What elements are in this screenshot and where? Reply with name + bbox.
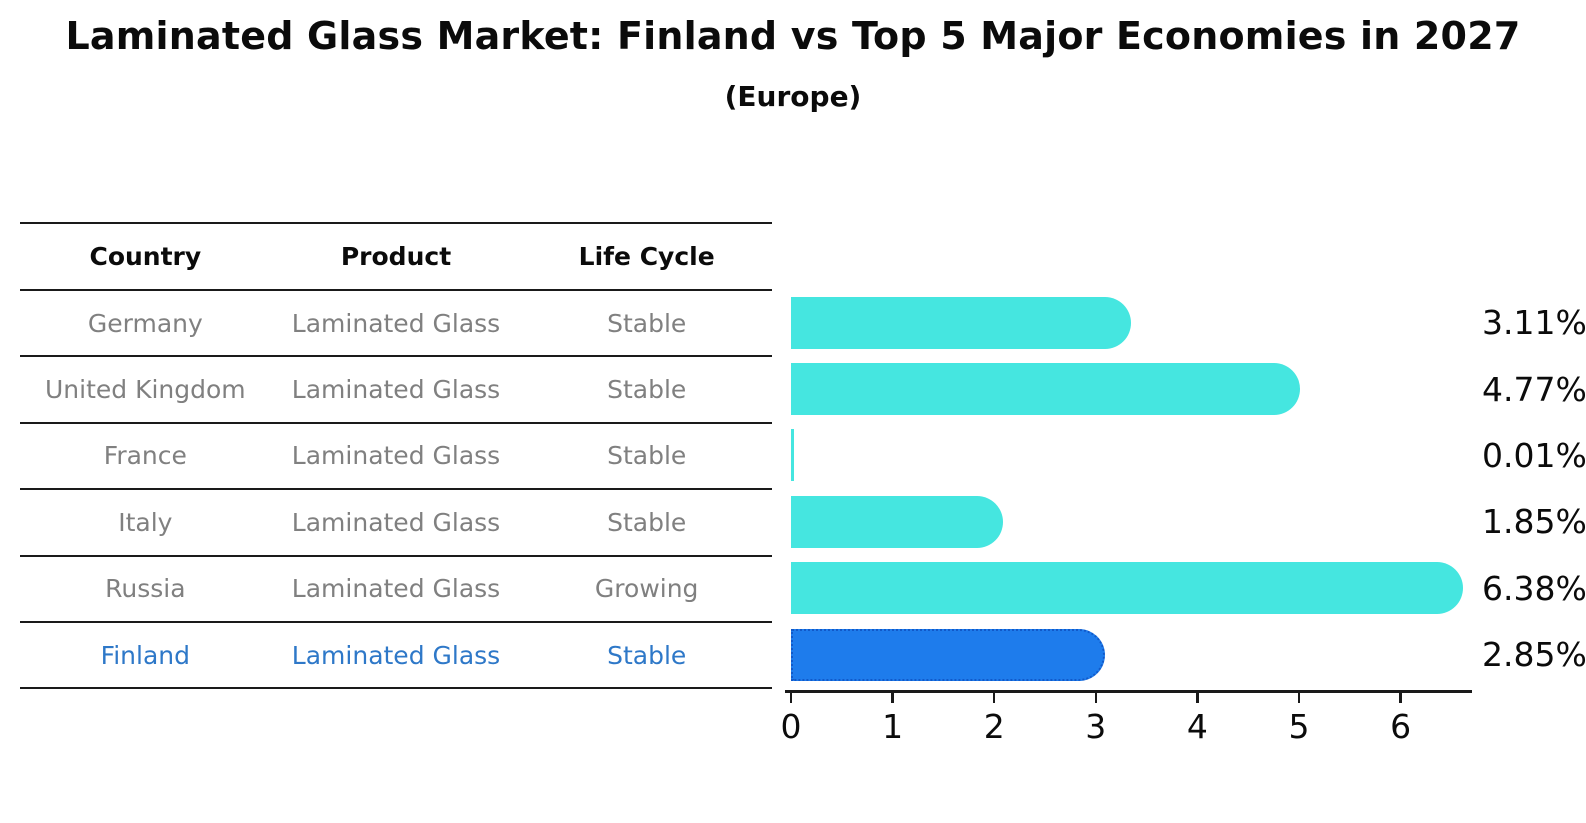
table-row: Germany Laminated Glass Stable [20, 291, 772, 358]
chart-title: Laminated Glass Market: Finland vs Top 5… [65, 14, 1521, 58]
table-header-row: Country Product Life Cycle [20, 224, 772, 291]
table-row: Russia Laminated Glass Growing [20, 557, 772, 623]
country-cell: France [103, 441, 187, 471]
x-tick-label: 3 [1085, 707, 1107, 746]
column-header: Product [340, 242, 452, 271]
bar-france [791, 429, 794, 482]
x-tick-mark [891, 690, 894, 703]
x-tick-label: 5 [1288, 707, 1310, 746]
product-cell: Laminated Glass [291, 574, 501, 604]
column-header: Country [89, 242, 202, 271]
product-cell: Laminated Glass [291, 507, 501, 537]
lifecycle-cell: Stable [607, 640, 687, 670]
bar-value-label: 6.38% [1482, 568, 1586, 608]
lifecycle-cell: Stable [607, 375, 687, 405]
bar-value-label: 2.85% [1482, 635, 1586, 675]
x-tick-label: 0 [780, 707, 802, 746]
lifecycle-cell: Stable [607, 308, 687, 338]
x-tick-mark [1094, 690, 1098, 703]
product-cell: Laminated Glass [291, 308, 501, 338]
country-cell: Finland [100, 640, 190, 670]
lifecycle-cell: Stable [607, 507, 687, 537]
x-tick-mark [992, 690, 996, 703]
column-header: Life Cycle [578, 242, 715, 271]
x-tick-label: 4 [1186, 707, 1208, 746]
x-tick-label: 1 [882, 707, 904, 746]
bar-united-kingdom [791, 362, 1300, 415]
chart-subtitle: (Europe) [724, 80, 862, 113]
bar-value-label: 4.77% [1482, 369, 1586, 409]
x-tick-mark [789, 690, 793, 703]
country-table: Country Product Life Cycle Germany Laminated… [20, 222, 772, 690]
product-cell: Laminated Glass [291, 441, 501, 471]
country-cell: Italy [118, 507, 173, 537]
bar-value-label: 1.85% [1482, 502, 1586, 542]
country-cell: Germany [87, 308, 203, 338]
bar-finland [791, 628, 1105, 681]
lifecycle-cell: Stable [607, 441, 687, 471]
x-tick-mark [1297, 690, 1301, 703]
bar-value-label: 0.01% [1482, 435, 1586, 475]
x-tick-label: 2 [983, 707, 1005, 746]
x-tick-mark [1399, 690, 1402, 703]
bar-russia [791, 562, 1464, 615]
x-tick-label: 6 [1390, 707, 1412, 746]
product-cell: Laminated Glass [291, 640, 501, 670]
bar-germany [791, 296, 1131, 349]
country-cell: Russia [105, 574, 186, 604]
lifecycle-cell: Growing [594, 574, 699, 604]
product-cell: Laminated Glass [291, 375, 501, 405]
x-tick-mark [1196, 690, 1199, 703]
table-row: Finland Laminated Glass Stable [20, 623, 772, 690]
x-axis-line [785, 690, 1472, 693]
bar-italy [791, 495, 1003, 548]
table-row: United Kingdom Laminated Glass Stable [20, 357, 772, 424]
table-row: Italy Laminated Glass Stable [20, 490, 772, 557]
country-cell: United Kingdom [45, 375, 246, 405]
bar-value-label: 3.11% [1482, 303, 1586, 343]
table-row: France Laminated Glass Stable [20, 424, 772, 491]
